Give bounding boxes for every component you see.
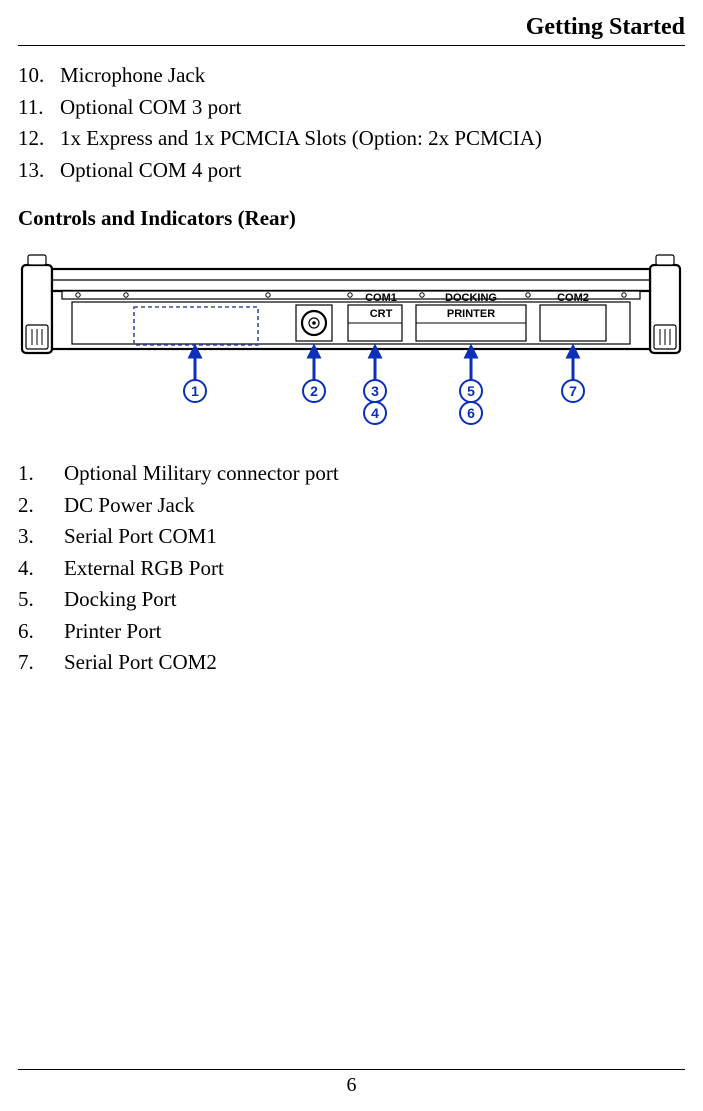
list-item-number: 10. bbox=[18, 60, 60, 92]
list-item-number: 3. bbox=[18, 521, 64, 553]
page: Getting Started 10. Microphone Jack 11. … bbox=[0, 0, 703, 1111]
list-item-text: Serial Port COM1 bbox=[64, 521, 217, 553]
section-heading-text: Controls and Indicators (Rear) bbox=[18, 206, 296, 230]
list-item-number: 1. bbox=[18, 458, 64, 490]
list-item-text: Serial Port COM2 bbox=[64, 647, 217, 679]
list-item-text: 1x Express and 1x PCMCIA Slots (Option: … bbox=[60, 123, 542, 155]
list-item-number: 11. bbox=[18, 92, 60, 124]
svg-text:7: 7 bbox=[569, 383, 577, 399]
section-heading: Controls and Indicators (Rear) bbox=[18, 206, 685, 231]
list-item-number: 5. bbox=[18, 584, 64, 616]
list-item-text: Optional COM 4 port bbox=[60, 155, 241, 187]
list-item-text: Printer Port bbox=[64, 616, 161, 648]
list-item-number: 6. bbox=[18, 616, 64, 648]
svg-text:1: 1 bbox=[191, 383, 199, 399]
list-item: 2. DC Power Jack bbox=[18, 490, 685, 522]
list-item: 10. Microphone Jack bbox=[18, 60, 685, 92]
rear-diagram: COM1 DOCKING COM2 CRT PRINTER 1 2 3 4 5 6 7 bbox=[18, 237, 684, 442]
list-item-number: 12. bbox=[18, 123, 60, 155]
list-item: 1. Optional Military connector port bbox=[18, 458, 685, 490]
list-item-text: Docking Port bbox=[64, 584, 177, 616]
list-item: 13. Optional COM 4 port bbox=[18, 155, 685, 187]
svg-text:COM1: COM1 bbox=[365, 292, 397, 304]
list-item: 12. 1x Express and 1x PCMCIA Slots (Opti… bbox=[18, 123, 685, 155]
list-item-text: Optional Military connector port bbox=[64, 458, 339, 490]
header-title: Getting Started bbox=[526, 14, 685, 40]
page-footer: 6 bbox=[18, 1069, 685, 1111]
diagram-svg: COM1 DOCKING COM2 CRT PRINTER 1 2 3 4 5 6 7 bbox=[18, 237, 684, 437]
list-item-number: 7. bbox=[18, 647, 64, 679]
continued-list: 10. Microphone Jack 11. Optional COM 3 p… bbox=[18, 60, 685, 186]
svg-text:PRINTER: PRINTER bbox=[447, 308, 495, 320]
svg-text:2: 2 bbox=[310, 383, 318, 399]
page-number: 6 bbox=[347, 1074, 357, 1096]
svg-text:COM2: COM2 bbox=[557, 292, 589, 304]
list-item-number: 13. bbox=[18, 155, 60, 187]
svg-text:CRT: CRT bbox=[370, 308, 393, 320]
list-item-number: 4. bbox=[18, 553, 64, 585]
list-item-text: External RGB Port bbox=[64, 553, 224, 585]
list-item-text: DC Power Jack bbox=[64, 490, 195, 522]
svg-text:DOCKING: DOCKING bbox=[445, 292, 497, 304]
list-item: 11. Optional COM 3 port bbox=[18, 92, 685, 124]
list-item: 4. External RGB Port bbox=[18, 553, 685, 585]
list-item-number: 2. bbox=[18, 490, 64, 522]
svg-text:6: 6 bbox=[467, 405, 475, 421]
page-header: Getting Started bbox=[18, 14, 685, 46]
svg-text:4: 4 bbox=[371, 405, 379, 421]
list-item-text: Optional COM 3 port bbox=[60, 92, 241, 124]
list-item: 6. Printer Port bbox=[18, 616, 685, 648]
svg-text:5: 5 bbox=[467, 383, 475, 399]
list-item-text: Microphone Jack bbox=[60, 60, 205, 92]
list-item: 7. Serial Port COM2 bbox=[18, 647, 685, 679]
list-item: 5. Docking Port bbox=[18, 584, 685, 616]
svg-text:3: 3 bbox=[371, 383, 379, 399]
list-item: 3. Serial Port COM1 bbox=[18, 521, 685, 553]
rear-list: 1. Optional Military connector port 2. D… bbox=[18, 458, 685, 679]
